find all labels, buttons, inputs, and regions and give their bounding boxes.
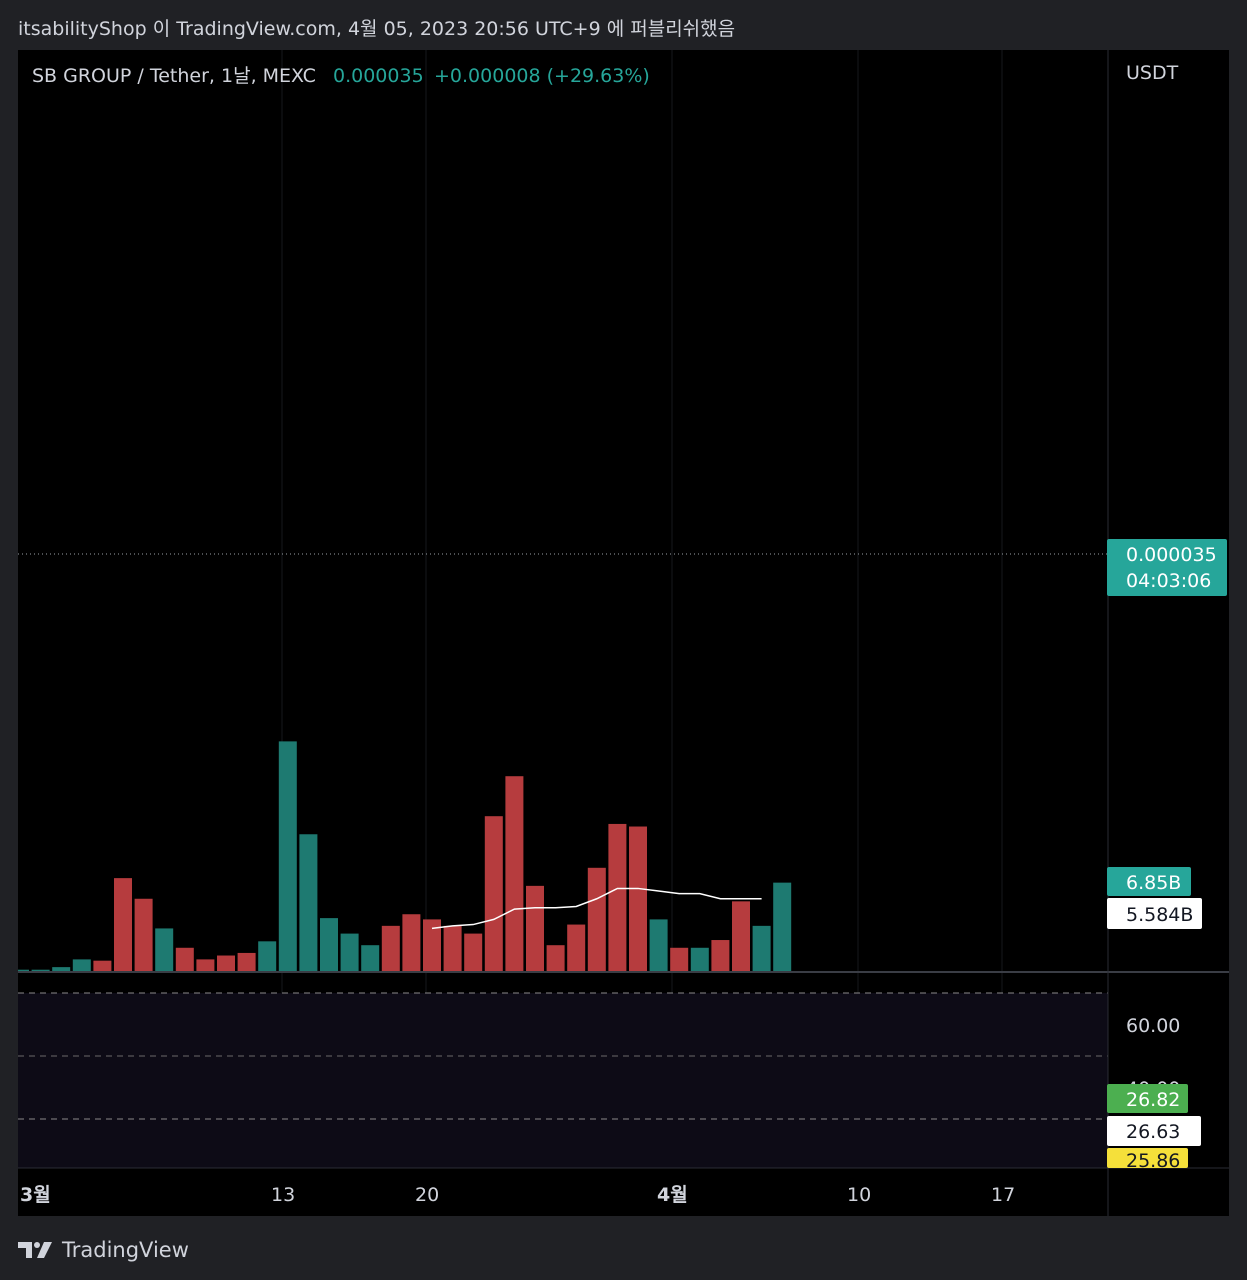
indicator-signal-value: 25.86 <box>1126 1150 1180 1172</box>
time-label-march: 3월 <box>20 1184 51 1206</box>
volume-bar <box>752 925 771 971</box>
volume-ma-badge-value: 5.584B <box>1126 904 1193 926</box>
indicator-line-value: 26.63 <box>1126 1121 1180 1143</box>
price-unit: USDT <box>1126 62 1179 84</box>
volume-bar <box>320 918 338 971</box>
volume-bar <box>72 959 91 971</box>
indicator-tick-60: 60.00 <box>1126 1015 1180 1037</box>
volume-bar <box>381 925 400 971</box>
volume-bar <box>196 959 215 971</box>
volume-bar <box>711 940 730 971</box>
time-label-20: 20 <box>415 1184 439 1206</box>
volume-bar <box>464 933 483 971</box>
volume-ma-line <box>431 887 762 930</box>
volume-bar <box>31 969 50 971</box>
volume-bar <box>567 924 586 971</box>
volume-bar <box>402 914 421 971</box>
volume-bar <box>484 816 503 971</box>
indicator-line-badge <box>1107 1116 1201 1146</box>
time-label-17: 17 <box>991 1184 1015 1206</box>
volume-bar <box>649 919 668 971</box>
volume-bar <box>670 947 689 971</box>
volume-bar <box>526 885 544 971</box>
volume-bar <box>299 834 318 971</box>
volume-bar <box>134 898 153 971</box>
volume-bar <box>732 901 750 971</box>
last-price-badge-value: 0.000035 <box>1126 544 1217 566</box>
volume-bar <box>546 945 565 971</box>
volume-bar <box>258 941 277 971</box>
volume-bar <box>608 823 627 971</box>
publication-info: itsabilityShop 이 TradingView.com, 4월 05,… <box>18 18 736 40</box>
candle-countdown: 04:03:06 <box>1126 570 1211 592</box>
footer[interactable]: TradingView <box>18 1236 189 1264</box>
volume-bar <box>587 867 606 971</box>
volume-bar <box>217 955 235 971</box>
volume-bar <box>423 919 441 971</box>
symbol-title[interactable]: SB GROUP / Tether, 1날, MEXC <box>32 65 316 87</box>
indicator-upper-value: 26.82 <box>1126 1089 1180 1111</box>
chart-container[interactable]: SB GROUP / Tether, 1날, MEXC 0.000035 +0.… <box>11 50 1229 1273</box>
volume-bar <box>361 945 380 971</box>
volume-bar <box>505 776 524 971</box>
volume-bars <box>11 741 792 971</box>
indicator-background <box>18 993 1108 1168</box>
time-label-13: 13 <box>271 1184 295 1206</box>
last-price-value: 0.000035 <box>333 65 424 87</box>
volume-ma-badge <box>1107 898 1202 929</box>
volume-bar <box>340 933 359 971</box>
volume-bar <box>11 969 29 971</box>
indicator-signal-badge <box>1107 1148 1188 1168</box>
price-change: +0.000008 (+29.63%) <box>434 65 650 87</box>
volume-bar <box>155 928 174 971</box>
volume-bar <box>93 960 112 971</box>
volume-bar <box>629 826 647 971</box>
volume-bar <box>773 882 792 971</box>
volume-bar <box>237 952 256 971</box>
time-label-april: 4월 <box>657 1184 688 1206</box>
volume-bar <box>114 878 132 971</box>
time-label-10: 10 <box>847 1184 871 1206</box>
last-price-badge <box>1107 539 1227 596</box>
footer-brand[interactable]: TradingView <box>62 1238 189 1262</box>
volume-bar <box>443 925 462 971</box>
grid <box>281 50 1003 1168</box>
volume-badge <box>1107 867 1191 896</box>
volume-bar <box>52 967 71 971</box>
indicator-upper-badge <box>1107 1084 1188 1113</box>
volume-bar <box>175 947 194 971</box>
volume-badge-value: 6.85B <box>1126 872 1181 894</box>
tradingview-logo-icon <box>18 1242 52 1258</box>
volume-bar <box>690 947 709 971</box>
volume-bar <box>278 741 297 971</box>
chart-svg[interactable]: SB GROUP / Tether, 1날, MEXC 0.000035 +0.… <box>11 50 1229 1273</box>
